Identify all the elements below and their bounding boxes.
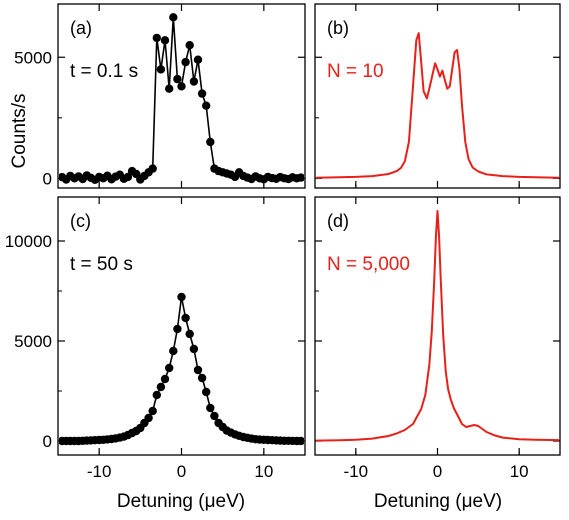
panel-a-series-line <box>61 16 302 181</box>
panel-c-xtick-label: 0 <box>177 462 186 481</box>
panel-d-annotation: N = 5,000 <box>327 254 410 275</box>
panel-d-xtick-label: -10 <box>344 462 369 481</box>
panel-a-ytick-label: 5000 <box>14 48 52 67</box>
panel-a-frame <box>57 3 306 189</box>
panel-c-data-point <box>185 329 194 339</box>
panel-c-annotation: t = 50 s <box>70 254 133 275</box>
panel-d-series-line <box>316 210 559 442</box>
panel-b-series-line <box>316 32 559 179</box>
panel-a: 0 5000 (a) t = 0.1 s <box>14 3 306 189</box>
panel-a-data-point <box>296 173 304 182</box>
x-axis-label-left: Detuning (μeV) <box>117 491 245 512</box>
panel-d-xtick-label: 0 <box>433 462 442 481</box>
panel-a-data-point <box>156 65 166 74</box>
panel-a-data-point <box>148 164 157 173</box>
panel-a-data-point <box>193 55 203 64</box>
panel-c-data-point <box>156 382 166 392</box>
panel-c-data-point <box>173 324 182 334</box>
panel-c-data-point <box>206 403 215 413</box>
panel-c-ytick-label: 5000 <box>14 332 52 351</box>
panel-a-label: (a) <box>70 18 92 38</box>
panel-a-data-point <box>181 57 190 67</box>
panel-c-label: (c) <box>70 211 91 231</box>
panel-a-data-point <box>152 33 161 43</box>
panel-c-data-point <box>148 406 157 416</box>
panel-c-data-point <box>160 374 170 384</box>
panel-a-ytick-label: 0 <box>43 169 52 188</box>
panel-a-data <box>59 13 304 184</box>
panel-c-data-point <box>144 413 153 423</box>
panel-a-data-point <box>123 172 133 182</box>
panel-a-data-point <box>177 82 186 91</box>
panel-a-data-point <box>197 89 207 98</box>
panel-c-data-point <box>169 346 178 356</box>
y-axis-label: Counts/s <box>9 94 30 169</box>
panel-c-data <box>59 292 304 446</box>
panel-c-xtick-label: -10 <box>87 462 112 481</box>
panel-c-data-point <box>152 390 161 400</box>
panel-c-data-point <box>165 363 174 373</box>
panel-c-data-point <box>193 365 203 375</box>
panel-a-data-point <box>206 137 215 147</box>
panel-b-label: (b) <box>327 18 349 38</box>
x-axis-label-right: Detuning (μeV) <box>374 491 502 512</box>
panel-d-label: (d) <box>327 211 349 231</box>
panel-c-data-point <box>210 411 219 421</box>
panel-a-data-point <box>173 74 182 84</box>
panel-b-data <box>316 32 559 179</box>
panel-a-data-point <box>169 13 178 22</box>
panel-c-data-point <box>189 344 199 354</box>
panel-a-data-point <box>165 84 174 93</box>
panel-b: (b) N = 10 <box>314 3 561 189</box>
panel-c-data-point <box>197 373 207 383</box>
panel-b-frame <box>314 3 561 189</box>
panel-d-xtick-label: 10 <box>510 462 529 481</box>
panel-a-data-point <box>189 77 199 86</box>
panel-d: -10 0 10 (d) N = 5,000 <box>314 196 561 481</box>
panel-c-data-point <box>177 292 186 302</box>
panel-c-data-point <box>202 387 211 397</box>
panel-a-data-point <box>160 36 170 45</box>
panel-c-data-point <box>181 313 190 323</box>
panel-c: -10 0 10 0 5000 10000 (c) t = 50 s <box>5 196 306 481</box>
panel-c-ytick-label: 10000 <box>5 232 52 251</box>
panel-c-ytick-label: 0 <box>43 432 52 451</box>
panel-a-data-point <box>185 41 194 50</box>
panel-d-data <box>316 210 559 442</box>
panel-b-annotation: N = 10 <box>327 61 384 82</box>
panel-a-data-point <box>202 101 211 110</box>
panel-c-xtick-label: 10 <box>254 462 273 481</box>
panel-c-frame <box>57 196 306 456</box>
panel-d-frame <box>314 196 561 456</box>
panel-c-data-point <box>296 436 304 446</box>
panel-a-annotation: t = 0.1 s <box>70 61 138 82</box>
